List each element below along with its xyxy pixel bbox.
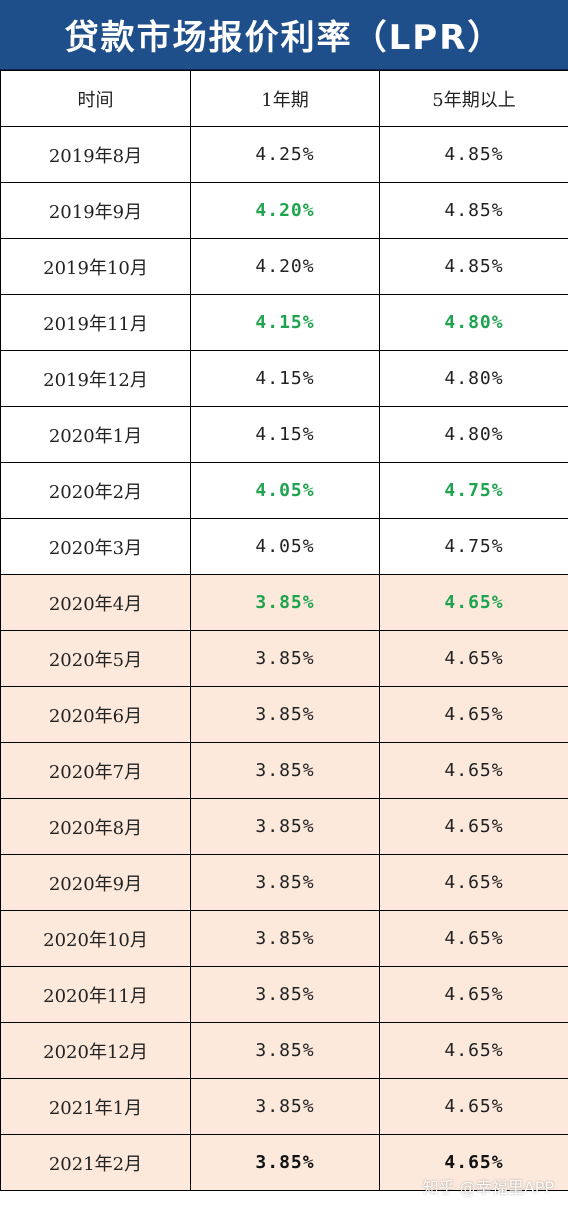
- five-year-rate-cell: 4.80%: [379, 294, 568, 351]
- five-year-rate-cell: 4.85%: [379, 126, 568, 183]
- date-cell: 2020年8月: [0, 798, 191, 855]
- table-row: 2019年8月 4.25% 4.85%: [0, 126, 568, 183]
- one-year-rate-cell: 3.85%: [190, 574, 380, 631]
- one-year-rate-cell: 3.85%: [190, 966, 380, 1023]
- date-cell: 2020年9月: [0, 854, 191, 911]
- table-row: 2020年5月 3.85% 4.65%: [0, 630, 568, 687]
- table-body: 时间 1年期 5年期以上 2019年8月 4.25% 4.85% 2019年9月 4.2…: [0, 70, 568, 1191]
- one-year-rate-cell: 3.85%: [190, 1078, 380, 1135]
- date-cell: 2019年8月: [0, 126, 191, 183]
- table-row: 2020年10月 3.85% 4.65%: [0, 910, 568, 967]
- watermark: 知乎 @幸福里APP: [422, 1178, 554, 1197]
- date-cell: 2020年10月: [0, 910, 191, 967]
- one-year-rate-cell: 4.20%: [190, 182, 380, 239]
- five-year-rate-cell: 4.65%: [379, 630, 568, 687]
- five-year-rate-cell: 4.65%: [379, 742, 568, 799]
- column-header-5-year: 5年期以上: [379, 70, 568, 127]
- one-year-rate-cell: 3.85%: [190, 1134, 380, 1191]
- table-row: 2020年1月 4.15% 4.80%: [0, 406, 568, 463]
- table-row: 2020年8月 3.85% 4.65%: [0, 798, 568, 855]
- table-row: 2019年11月 4.15% 4.80%: [0, 294, 568, 351]
- date-cell: 2020年7月: [0, 742, 191, 799]
- date-cell: 2020年4月: [0, 574, 191, 631]
- date-cell: 2019年10月: [0, 238, 191, 295]
- five-year-rate-cell: 4.65%: [379, 1022, 568, 1079]
- date-cell: 2021年2月: [0, 1134, 191, 1191]
- page-title: 贷款市场报价利率（LPR）: [0, 0, 568, 70]
- date-cell: 2020年1月: [0, 406, 191, 463]
- table-row: 2020年4月 3.85% 4.65%: [0, 574, 568, 631]
- table-row: 2019年10月 4.20% 4.85%: [0, 238, 568, 295]
- five-year-rate-cell: 4.85%: [379, 182, 568, 239]
- table-row: 2020年3月 4.05% 4.75%: [0, 518, 568, 575]
- one-year-rate-cell: 3.85%: [190, 742, 380, 799]
- table-header-row: 时间 1年期 5年期以上: [0, 70, 568, 127]
- date-cell: 2019年9月: [0, 182, 191, 239]
- five-year-rate-cell: 4.65%: [379, 910, 568, 967]
- table-row: 2020年7月 3.85% 4.65%: [0, 742, 568, 799]
- five-year-rate-cell: 4.65%: [379, 1134, 568, 1191]
- one-year-rate-cell: 4.05%: [190, 518, 380, 575]
- date-cell: 2021年1月: [0, 1078, 191, 1135]
- date-cell: 2019年12月: [0, 350, 191, 407]
- five-year-rate-cell: 4.65%: [379, 1078, 568, 1135]
- five-year-rate-cell: 4.65%: [379, 686, 568, 743]
- table-row: 2021年1月 3.85% 4.65%: [0, 1078, 568, 1135]
- one-year-rate-cell: 3.85%: [190, 630, 380, 687]
- date-cell: 2020年12月: [0, 1022, 191, 1079]
- five-year-rate-cell: 4.65%: [379, 966, 568, 1023]
- table-row: 2021年2月 3.85% 4.65%: [0, 1134, 568, 1191]
- five-year-rate-cell: 4.80%: [379, 406, 568, 463]
- lpr-table: 时间 1年期 5年期以上 2019年8月 4.25% 4.85% 2019年9月 4.2…: [0, 70, 568, 1191]
- five-year-rate-cell: 4.85%: [379, 238, 568, 295]
- one-year-rate-cell: 4.15%: [190, 406, 380, 463]
- one-year-rate-cell: 3.85%: [190, 910, 380, 967]
- one-year-rate-cell: 3.85%: [190, 854, 380, 911]
- one-year-rate-cell: 3.85%: [190, 798, 380, 855]
- table-row: 2020年11月 3.85% 4.65%: [0, 966, 568, 1023]
- date-cell: 2020年2月: [0, 462, 191, 519]
- date-cell: 2020年11月: [0, 966, 191, 1023]
- one-year-rate-cell: 4.15%: [190, 350, 380, 407]
- table-row: 2020年6月 3.85% 4.65%: [0, 686, 568, 743]
- table-row: 2019年9月 4.20% 4.85%: [0, 182, 568, 239]
- table-row: 2019年12月 4.15% 4.80%: [0, 350, 568, 407]
- date-cell: 2020年5月: [0, 630, 191, 687]
- one-year-rate-cell: 3.85%: [190, 686, 380, 743]
- one-year-rate-cell: 4.20%: [190, 238, 380, 295]
- date-cell: 2020年6月: [0, 686, 191, 743]
- five-year-rate-cell: 4.65%: [379, 798, 568, 855]
- one-year-rate-cell: 4.05%: [190, 462, 380, 519]
- five-year-rate-cell: 4.75%: [379, 462, 568, 519]
- five-year-rate-cell: 4.65%: [379, 574, 568, 631]
- date-cell: 2020年3月: [0, 518, 191, 575]
- one-year-rate-cell: 4.25%: [190, 126, 380, 183]
- column-header-time: 时间: [0, 70, 191, 127]
- one-year-rate-cell: 3.85%: [190, 1022, 380, 1079]
- table-row: 2020年12月 3.85% 4.65%: [0, 1022, 568, 1079]
- date-cell: 2019年11月: [0, 294, 191, 351]
- column-header-1-year: 1年期: [190, 70, 380, 127]
- one-year-rate-cell: 4.15%: [190, 294, 380, 351]
- table-row: 2020年9月 3.85% 4.65%: [0, 854, 568, 911]
- table-row: 2020年2月 4.05% 4.75%: [0, 462, 568, 519]
- five-year-rate-cell: 4.65%: [379, 854, 568, 911]
- five-year-rate-cell: 4.80%: [379, 350, 568, 407]
- five-year-rate-cell: 4.75%: [379, 518, 568, 575]
